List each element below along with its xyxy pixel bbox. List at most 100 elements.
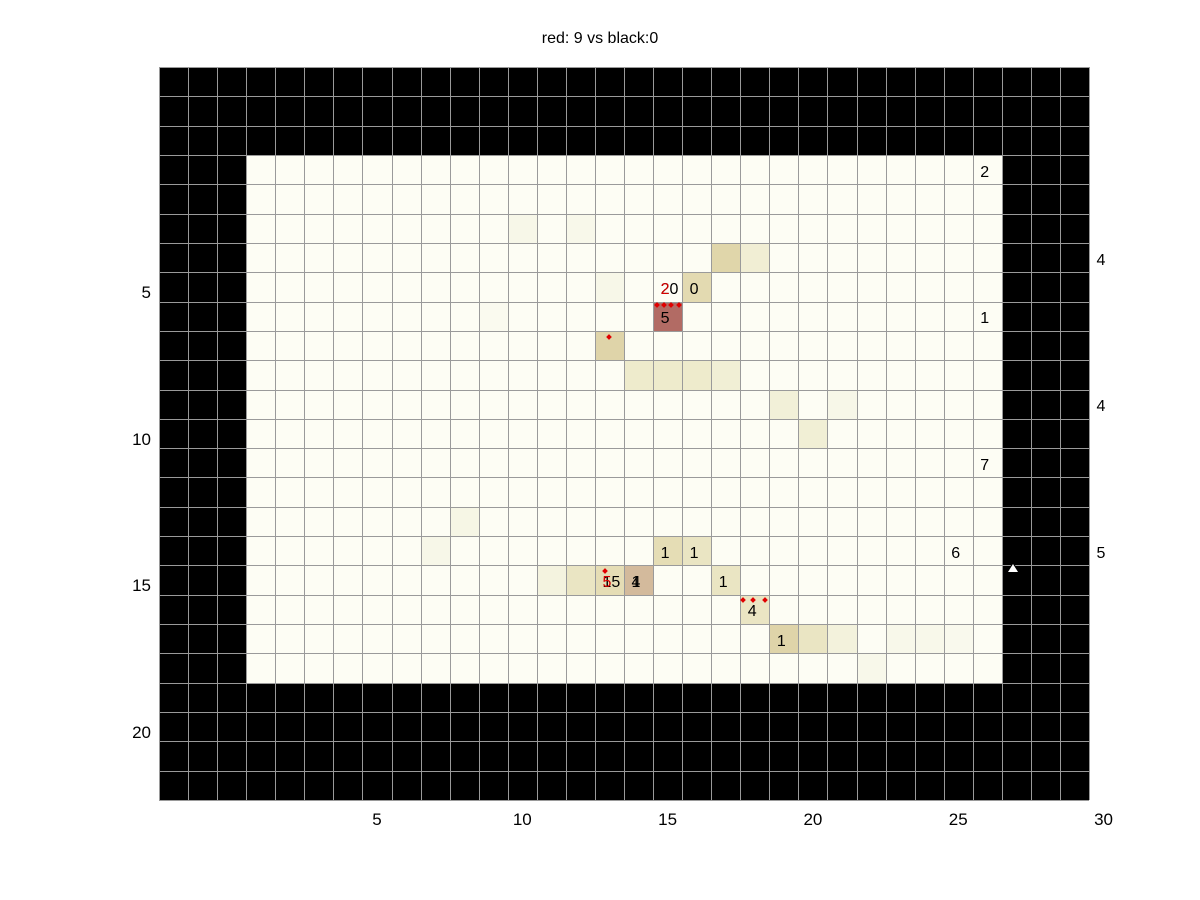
masked-cell bbox=[711, 682, 741, 713]
heatmap-cell bbox=[827, 301, 857, 331]
masked-cell bbox=[159, 448, 189, 478]
cell-label-black: 1 bbox=[689, 544, 699, 562]
heatmap-cell bbox=[740, 653, 770, 683]
heatmap-cell bbox=[972, 242, 1002, 273]
heatmap-cell bbox=[449, 477, 479, 507]
heatmap-cell-value bbox=[624, 565, 654, 595]
heatmap-cell bbox=[769, 506, 799, 537]
heatmap-cell bbox=[943, 360, 973, 390]
heatmap-cell bbox=[449, 448, 479, 478]
heatmap-cell bbox=[536, 301, 566, 331]
heatmap-cell bbox=[653, 653, 683, 683]
heatmap-cell bbox=[362, 624, 392, 654]
heatmap-cell bbox=[769, 418, 799, 449]
cell-label-red: 2 bbox=[660, 280, 670, 298]
masked-cell bbox=[188, 770, 218, 800]
heatmap-cell bbox=[478, 565, 508, 595]
heatmap-cell bbox=[885, 448, 915, 478]
cell-label-black: 1 bbox=[980, 310, 990, 328]
masked-cell bbox=[1030, 330, 1060, 361]
heatmap-cell bbox=[885, 418, 915, 449]
cell-label-black: 6 bbox=[1038, 427, 1048, 445]
heatmap-cell bbox=[333, 154, 363, 185]
heatmap-cell-value bbox=[711, 565, 741, 595]
masked-cell bbox=[827, 741, 857, 771]
gridline-horizontal bbox=[159, 712, 1089, 713]
heatmap-cell bbox=[972, 389, 1002, 419]
heatmap-cell bbox=[275, 536, 305, 566]
masked-cell bbox=[188, 536, 218, 566]
cell-label-black: 4 bbox=[747, 603, 757, 621]
heatmap-cell bbox=[624, 213, 654, 243]
heatmap-cell bbox=[507, 477, 537, 507]
masked-cell bbox=[1030, 272, 1060, 302]
heatmap-cell-value bbox=[682, 272, 712, 302]
heatmap-cell bbox=[478, 389, 508, 419]
masked-cell bbox=[914, 125, 944, 155]
masked-cell bbox=[827, 712, 857, 742]
masked-cell bbox=[391, 712, 421, 742]
masked-cell bbox=[1030, 360, 1060, 390]
masked-cell bbox=[914, 741, 944, 771]
cell-label-black: 1 bbox=[1009, 339, 1019, 357]
heatmap-cell bbox=[943, 213, 973, 243]
cell-label-red: 5 bbox=[602, 574, 612, 592]
heatmap-cell bbox=[914, 330, 944, 361]
gridline-horizontal bbox=[159, 507, 1089, 508]
masked-cell bbox=[565, 712, 595, 742]
heatmap-cell bbox=[885, 272, 915, 302]
heatmap-cell bbox=[362, 565, 392, 595]
gridline-vertical bbox=[537, 67, 538, 800]
masked-cell bbox=[1001, 624, 1031, 654]
heatmap-cell bbox=[391, 184, 421, 214]
y-axis-tick-label: 10 bbox=[132, 429, 151, 449]
heatmap-cell bbox=[682, 301, 712, 331]
heatmap-cell bbox=[856, 536, 886, 566]
heatmap-cell bbox=[478, 154, 508, 185]
masked-cell bbox=[1059, 360, 1089, 390]
heatmap-cell bbox=[449, 360, 479, 390]
heatmap-cell bbox=[711, 506, 741, 537]
heatmap-cell bbox=[594, 653, 624, 683]
heatmap-cell bbox=[507, 506, 537, 537]
heatmap-cell bbox=[333, 213, 363, 243]
masked-cell bbox=[188, 184, 218, 214]
masked-cell bbox=[1059, 418, 1089, 449]
masked-cell bbox=[217, 565, 247, 595]
heatmap-cell bbox=[769, 301, 799, 331]
heatmap-cell bbox=[914, 154, 944, 185]
gridline-vertical bbox=[711, 67, 712, 800]
heatmap-cell bbox=[624, 536, 654, 566]
heatmap-cell bbox=[304, 624, 334, 654]
masked-cell bbox=[565, 682, 595, 713]
heatmap-cell bbox=[304, 301, 334, 331]
heatmap-cell bbox=[391, 389, 421, 419]
heatmap-cell bbox=[914, 653, 944, 683]
masked-cell bbox=[159, 536, 189, 566]
masked-cell bbox=[246, 125, 276, 155]
heatmap-cell bbox=[653, 594, 683, 625]
heatmap-cell-value bbox=[885, 624, 915, 654]
heatmap-cell bbox=[391, 565, 421, 595]
gridline-vertical bbox=[827, 67, 828, 800]
masked-cell bbox=[914, 770, 944, 800]
heatmap-cell bbox=[856, 565, 886, 595]
heatmap-cell bbox=[798, 301, 828, 331]
heatmap-cell bbox=[449, 594, 479, 625]
heatmap-cell bbox=[362, 536, 392, 566]
heatmap-cell bbox=[653, 477, 683, 507]
heatmap-cell bbox=[565, 536, 595, 566]
heatmap-cell bbox=[565, 477, 595, 507]
masked-cell bbox=[304, 770, 334, 800]
masked-cell bbox=[217, 536, 247, 566]
heatmap-cell bbox=[420, 594, 450, 625]
heatmap-cell bbox=[536, 154, 566, 185]
gridline-horizontal bbox=[159, 595, 1089, 596]
cell-label-black: 6 bbox=[951, 544, 961, 562]
masked-cell bbox=[1030, 506, 1060, 537]
heatmap-cell bbox=[624, 448, 654, 478]
masked-cell bbox=[188, 242, 218, 273]
heatmap-cell bbox=[536, 536, 566, 566]
masked-cell bbox=[624, 125, 654, 155]
